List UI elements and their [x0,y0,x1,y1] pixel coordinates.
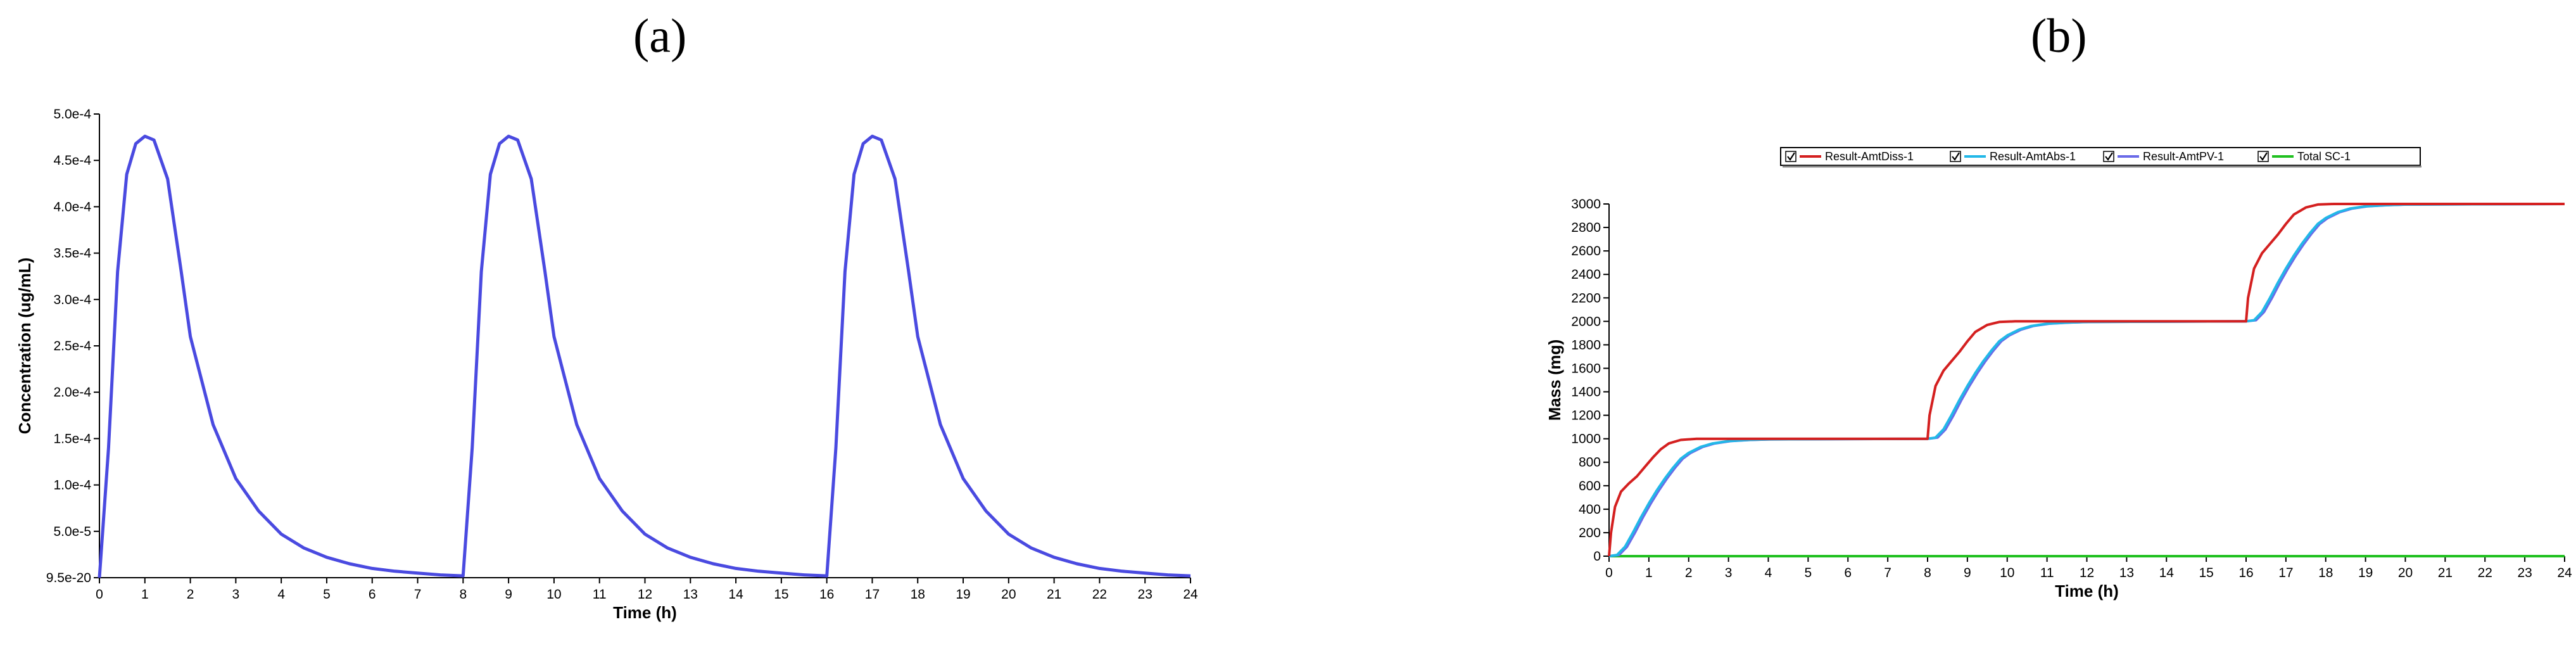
chart-a-x-tick-label: 6 [369,587,376,602]
chart-b-y-axis-title: Mass (mg) [1545,340,1564,421]
chart-a-x-tick-label: 14 [728,587,743,602]
chart-a-x-tick-label: 7 [414,587,422,602]
chart-a-x-tick-label: 2 [187,587,194,602]
chart-b-x-tick-label: 3 [1725,566,1733,580]
chart-b-x-tick-label: 24 [2557,566,2572,580]
chart-b-x-tick-label: 18 [2318,566,2333,580]
chart-a-x-tick-label: 20 [1001,587,1016,602]
chart-b-x-tick-label: 16 [2238,566,2253,580]
chart-b-y-tick-label: 2600 [1571,244,1601,258]
panel-b-label: (b) [2031,10,2087,63]
chart-a-x-tick-label: 0 [96,587,103,602]
chart-a-x-tick-label: 19 [956,587,970,602]
chart-b-x-tick-label: 23 [2517,566,2532,580]
legend-label: Result-AmtPV-1 [2143,150,2224,163]
chart-a-y-axis-title: Concentration (ug/mL) [15,258,34,435]
chart-a-x-tick-label: 23 [1138,587,1152,602]
check-icon [2259,152,2268,161]
chart-b-y-tick-label: 1000 [1571,432,1601,447]
chart-b-x-tick-label: 14 [2159,566,2175,580]
chart-b-x-tick-label: 17 [2278,566,2293,580]
chart-b-y-tick-label: 1600 [1571,361,1601,376]
panel-a-label: (a) [633,10,687,63]
chart-b-legend [1780,147,2421,166]
chart-b-x-tick-label: 20 [2398,566,2413,580]
check-icon [1952,152,1960,161]
legend-label: Result-AmtAbs-1 [1990,150,2076,163]
chart-a-y-tick-label: 4.5e-4 [53,153,91,168]
chart-b-y-tick-label: 2400 [1571,267,1601,282]
chart-a-y-tick-label: 3.0e-4 [53,293,91,307]
chart-a-x-tick-label: 21 [1047,587,1061,602]
chart-b-x-tick-label: 1 [1645,566,1653,580]
chart-a-y-tick-label: 2.5e-4 [53,339,91,353]
legend-label: Total SC-1 [2297,150,2351,163]
check-icon [1787,152,1795,161]
chart-b-x-tick-label: 2 [1685,566,1693,580]
chart-b-line-result-amtabs-1 [1608,203,2565,557]
chart-a-x-tick-label: 15 [774,587,788,602]
chart-a-y-tick-label: 2.0e-4 [53,385,91,400]
chart-b-x-tick-label: 21 [2438,566,2453,580]
chart-b-y-tick-label: 0 [1593,549,1601,564]
chart-a-x-tick-label: 5 [323,587,331,602]
chart-b-y-tick-label: 600 [1579,479,1601,493]
chart-a-y-tick-label: 4.0e-4 [53,200,91,214]
chart-a-x-tick-label: 18 [911,587,925,602]
chart-a-x-tick-label: 22 [1092,587,1107,602]
chart-a-x-tick-label: 3 [232,587,240,602]
chart-a-x-tick-label: 8 [459,587,467,602]
chart-b-x-tick-label: 12 [2080,566,2094,580]
chart-b-x-tick-label: 4 [1765,566,1772,580]
chart-b-y-tick-label: 800 [1579,455,1601,470]
chart-a-x-tick-label: 24 [1183,587,1198,602]
check-icon [2105,152,2113,161]
chart-a-x-tick-label: 13 [683,587,698,602]
chart-b-y-tick-label: 2200 [1571,291,1601,305]
chart-a-x-axis-title: Time (h) [613,603,677,622]
legend-label: Result-AmtDiss-1 [1825,150,1914,163]
chart-b-x-tick-label: 13 [2119,566,2134,580]
chart-a-y-tick-label: 5.0e-5 [53,524,91,539]
chart-b-line-result-amtpv-1 [1608,203,2565,557]
chart-b-y-tick-label: 1400 [1571,385,1601,400]
chart-a-y-tick-label: 3.5e-4 [53,246,91,261]
chart-b-x-tick-label: 8 [1924,566,1931,580]
chart-b-x-tick-label: 10 [2000,566,2014,580]
chart-b-y-tick-label: 2000 [1571,314,1601,329]
chart-a-x-tick-label: 16 [819,587,834,602]
chart-b-x-tick-label: 9 [1964,566,1971,580]
chart-a-y-tick-label: 5.0e-4 [53,107,91,122]
chart-a-x-tick-label: 12 [638,587,652,602]
chart-a-x-tick-label: 9 [505,587,512,602]
chart-b-y-tick-label: 400 [1579,502,1601,517]
chart-b-y-tick-label: 1800 [1571,338,1601,352]
chart-b-x-tick-label: 11 [2040,566,2054,580]
chart-a-x-tick-label: 10 [546,587,561,602]
chart-b-line-result-amtdiss-1 [1608,203,2565,557]
chart-b-y-tick-label: 3000 [1571,197,1601,212]
chart-a-y-tick-label: 1.0e-4 [53,478,91,493]
chart-a-x-tick-label: 4 [277,587,285,602]
chart-b-x-tick-label: 19 [2358,566,2373,580]
chart-b-x-tick-label: 6 [1844,566,1852,580]
chart-b-x-axis-title: Time (h) [2055,581,2119,600]
chart-b-x-tick-label: 22 [2478,566,2492,580]
chart-a-x-tick-label: 17 [865,587,880,602]
chart-b-y-tick-label: 1200 [1571,409,1601,423]
chart-b-x-tick-label: 7 [1884,566,1891,580]
chart-b-x-tick-label: 5 [1805,566,1812,580]
chart-a-y-tick-label: 1.5e-4 [53,431,91,446]
chart-a-y-tick-label: 9.5e-20 [46,571,91,585]
chart-b-x-tick-label: 15 [2199,566,2213,580]
chart-b-x-tick-label: 0 [1605,566,1613,580]
chart-b-y-tick-label: 2800 [1571,220,1601,235]
chart-a-x-tick-label: 11 [593,587,607,602]
chart-a-x-tick-label: 1 [141,587,149,602]
chart-b-y-tick-label: 200 [1579,526,1601,540]
chart-a-line-series-0 [98,134,1191,578]
